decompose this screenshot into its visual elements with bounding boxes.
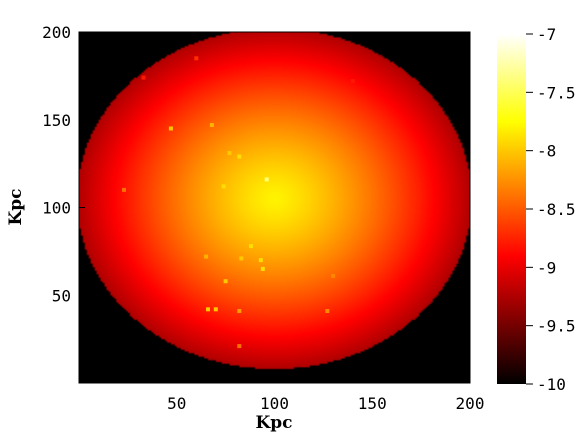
- point-source: [325, 309, 330, 313]
- colorbar-tick-label: -9.5: [537, 317, 576, 336]
- point-source: [204, 254, 209, 259]
- point-source: [213, 307, 218, 312]
- point-source: [221, 184, 226, 189]
- point-source: [260, 266, 265, 271]
- point-source: [239, 256, 244, 261]
- point-source: [249, 244, 253, 249]
- x-tick-label: 200: [456, 394, 485, 413]
- point-source: [331, 273, 336, 278]
- x-axis-label: Kpc: [255, 413, 292, 433]
- heatmap-image: [79, 32, 470, 383]
- point-source: [258, 258, 263, 263]
- y-tick-label: 150: [42, 111, 71, 130]
- y-tick-label: 200: [42, 23, 71, 42]
- y-axis-ticks: 50 100 150 200: [42, 23, 85, 305]
- colorbar: -7 -7.5 -8 -8.5 -9 -9.5 -10: [497, 25, 576, 394]
- y-axis-label: Kpc: [6, 188, 26, 225]
- y-tick-label: 100: [42, 199, 71, 218]
- colorbar-tick-label: -10: [537, 375, 566, 394]
- point-source: [194, 56, 199, 61]
- colorbar-tick-label: -7.5: [537, 83, 576, 102]
- point-source: [227, 151, 232, 156]
- point-source: [168, 126, 173, 131]
- colorbar-gradient: [497, 34, 526, 384]
- point-source: [141, 75, 146, 80]
- plot-area: [78, 31, 471, 384]
- colorbar-tick-label: -7: [537, 25, 556, 44]
- colorbar-tick-label: -9: [537, 258, 556, 277]
- x-tick-label: 100: [260, 394, 289, 413]
- point-source: [237, 309, 242, 313]
- x-axis-ticks: 50 100 150 200: [167, 377, 484, 413]
- y-tick-label: 50: [52, 286, 71, 305]
- colorbar-ticks: -7 -7.5 -8 -8.5 -9 -9.5 -10: [526, 25, 576, 394]
- point-source: [122, 187, 126, 192]
- point-source: [209, 123, 214, 127]
- point-source: [223, 279, 228, 284]
- x-tick-label: 150: [358, 394, 387, 413]
- x-tick-label: 50: [167, 394, 186, 413]
- colorbar-tick-label: -8: [537, 142, 556, 161]
- point-source: [206, 307, 210, 312]
- point-source: [264, 177, 269, 182]
- colorbar-tick-label: -8.5: [537, 200, 576, 219]
- point-source: [350, 79, 355, 84]
- point-source: [237, 344, 242, 349]
- point-source: [237, 154, 242, 159]
